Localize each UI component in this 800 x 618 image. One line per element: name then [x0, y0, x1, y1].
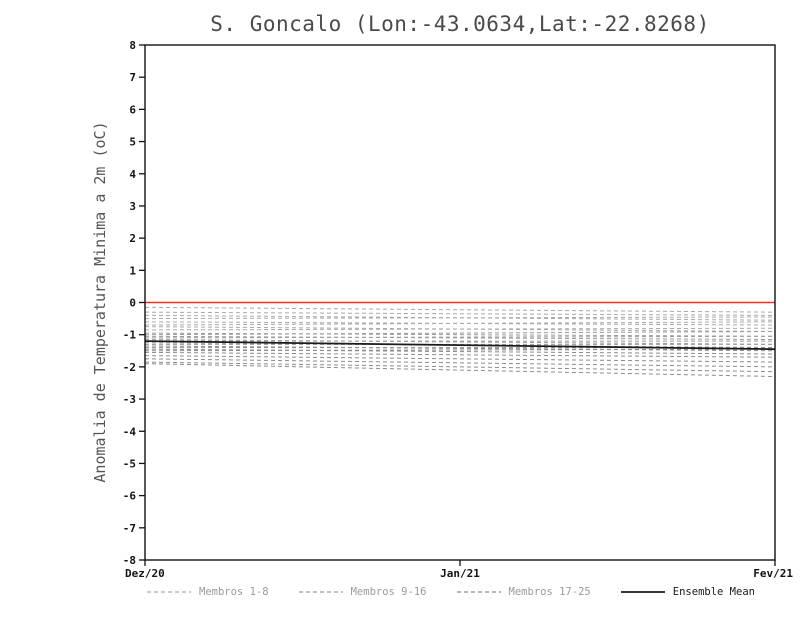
legend-line-sample	[620, 591, 665, 593]
chart-title: S. Goncalo (Lon:-43.0634,Lat:-22.8268)	[210, 12, 710, 36]
x-axis-ticks: Dez/20 Jan/21 Fev/21	[125, 560, 793, 580]
svg-text:0: 0	[129, 297, 136, 310]
svg-text:8: 8	[129, 39, 136, 52]
svg-text:2: 2	[129, 232, 136, 245]
legend-item-members-17-25: Membros 17-25	[455, 586, 591, 598]
legend-item-members-9-16: Membros 9-16	[297, 586, 427, 598]
legend-line-sample	[147, 591, 191, 593]
svg-text:-2: -2	[123, 361, 136, 374]
svg-text:-7: -7	[123, 522, 136, 535]
svg-text:-3: -3	[123, 393, 136, 406]
y-axis-ticks: -8 -7 -6 -5 -4 -3 -2 -1 0 1 2 3 4 5 6 7 8	[123, 39, 145, 567]
legend-item-ensemble-mean: Ensemble Mean	[619, 586, 755, 598]
svg-text:-4: -4	[123, 425, 137, 438]
svg-text:5: 5	[129, 136, 136, 149]
legend-line-sample	[298, 591, 343, 593]
legend-label: Ensemble Mean	[672, 586, 755, 598]
svg-text:Fev/21: Fev/21	[753, 567, 793, 580]
svg-text:4: 4	[129, 168, 136, 181]
legend-label: Membros 17-25	[508, 586, 591, 598]
svg-text:-6: -6	[123, 490, 137, 503]
legend-label: Membros 1-8	[199, 586, 269, 598]
svg-text:3: 3	[129, 200, 136, 213]
svg-text:7: 7	[129, 71, 136, 84]
ensemble-mean-line	[144, 340, 776, 351]
svg-text:Jan/21: Jan/21	[440, 567, 480, 580]
legend-item-members-1-8: Membros 1-8	[145, 586, 269, 598]
svg-text:1: 1	[129, 264, 136, 277]
svg-text:6: 6	[129, 103, 136, 116]
svg-text:-1: -1	[123, 329, 137, 342]
svg-text:Dez/20: Dez/20	[125, 567, 165, 580]
svg-text:-5: -5	[123, 457, 136, 470]
legend: Membros 1-8 Membros 9-16 Membros 17-25 E…	[145, 586, 755, 598]
svg-text:-8: -8	[123, 554, 136, 567]
legend-line-sample	[456, 591, 501, 593]
legend-label: Membros 9-16	[350, 586, 427, 598]
